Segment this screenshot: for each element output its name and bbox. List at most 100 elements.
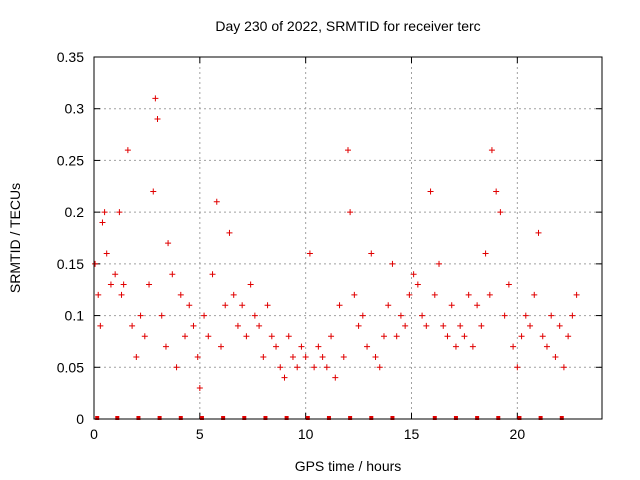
gap-marker	[496, 416, 501, 420]
data-point	[311, 364, 318, 371]
data-point	[319, 353, 326, 360]
data-point	[230, 291, 237, 298]
data-point	[469, 343, 476, 350]
x-tick-label: 20	[510, 426, 526, 442]
data-point	[436, 260, 443, 267]
data-point	[556, 322, 563, 329]
data-point	[461, 333, 468, 340]
data-point	[497, 209, 504, 216]
gap-marker	[221, 416, 226, 420]
data-point	[92, 260, 99, 267]
data-point	[539, 333, 546, 340]
data-point	[150, 188, 157, 195]
data-point	[573, 291, 580, 298]
data-point	[385, 302, 392, 309]
gap-marker	[538, 416, 543, 420]
data-point	[209, 271, 216, 278]
data-point	[285, 333, 292, 340]
data-point	[133, 353, 140, 360]
data-point	[99, 219, 106, 226]
x-tick-label: 10	[298, 426, 314, 442]
data-point	[465, 291, 472, 298]
data-point	[389, 260, 396, 267]
data-point	[118, 291, 125, 298]
data-point	[440, 322, 447, 329]
data-point	[372, 353, 379, 360]
chart-title: Day 230 of 2022, SRMTID for receiver ter…	[215, 18, 480, 34]
data-point	[410, 271, 417, 278]
data-point	[527, 322, 534, 329]
data-point	[351, 291, 358, 298]
data-point	[120, 281, 127, 288]
data-point	[531, 291, 538, 298]
gap-marker	[157, 416, 162, 420]
x-tick-label: 5	[196, 426, 204, 442]
data-point	[488, 147, 495, 154]
plot-frame	[93, 56, 603, 420]
gap-marker	[453, 416, 458, 420]
data-point	[152, 95, 159, 102]
data-point	[565, 333, 572, 340]
data-point	[336, 302, 343, 309]
data-point	[256, 322, 263, 329]
data-point	[548, 312, 555, 319]
gap-markers	[95, 416, 564, 420]
data-point	[129, 322, 136, 329]
y-tick-label: 0.05	[57, 359, 84, 375]
data-point	[444, 333, 451, 340]
data-point	[306, 250, 313, 257]
data-point	[103, 250, 110, 257]
data-point	[190, 322, 197, 329]
gap-marker	[432, 416, 437, 420]
gap-marker	[305, 416, 310, 420]
x-tick-label: 15	[404, 426, 420, 442]
data-point	[380, 333, 387, 340]
data-point	[205, 333, 212, 340]
y-tick-label: 0.3	[65, 101, 85, 117]
data-point	[543, 343, 550, 350]
data-point	[218, 343, 224, 350]
data-point	[569, 312, 576, 319]
y-tick-label: 0.2	[65, 204, 85, 220]
data-point	[247, 281, 254, 288]
axis-ticks: 0 0.05 0.1 0.15 0.2 0.25 0.3 0.35 0 5 10 15 20	[57, 49, 602, 442]
data-point	[162, 343, 169, 350]
data-point	[260, 353, 267, 360]
data-point	[124, 147, 131, 154]
data-point	[222, 302, 229, 309]
data-point	[251, 312, 258, 319]
data-point	[107, 281, 114, 288]
gap-marker	[390, 416, 395, 420]
y-tick-label: 0	[76, 411, 84, 427]
data-point	[201, 312, 208, 319]
data-point	[478, 322, 485, 329]
data-point	[505, 281, 512, 288]
data-point	[186, 302, 193, 309]
gap-marker	[199, 416, 204, 420]
data-point	[141, 333, 148, 340]
data-point	[345, 147, 351, 154]
data-point	[97, 322, 104, 329]
gap-marker	[115, 416, 120, 420]
data-point	[315, 343, 322, 350]
data-point	[347, 209, 354, 216]
data-point	[423, 322, 430, 329]
data-point	[169, 271, 176, 278]
data-point	[95, 291, 102, 298]
data-point	[518, 333, 525, 340]
data-point	[402, 322, 409, 329]
gap-marker	[284, 416, 289, 420]
gap-marker	[475, 416, 480, 420]
data-point	[368, 250, 375, 257]
data-point	[273, 343, 280, 350]
data-point	[226, 229, 233, 236]
gap-marker	[369, 416, 374, 420]
gap-marker	[559, 416, 564, 420]
gap-marker	[326, 416, 331, 420]
data-point	[493, 188, 500, 195]
data-point	[165, 240, 172, 247]
data-point	[560, 364, 567, 371]
data-point	[448, 302, 455, 309]
data-point	[452, 343, 459, 350]
